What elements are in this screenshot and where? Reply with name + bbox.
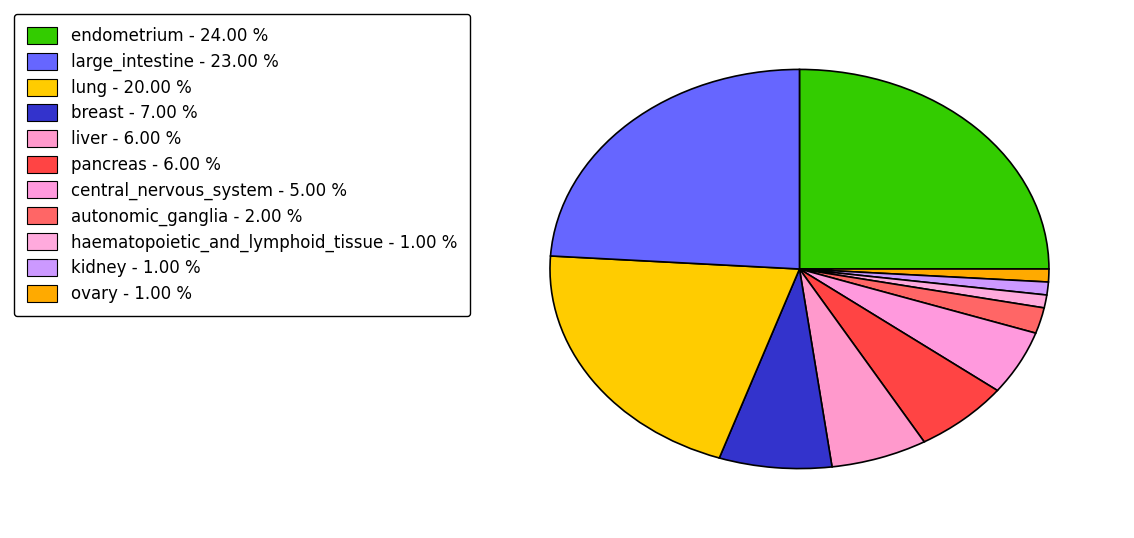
Legend: endometrium - 24.00 %, large_intestine - 23.00 %, lung - 20.00 %, breast - 7.00 : endometrium - 24.00 %, large_intestine -… [14, 13, 471, 316]
Wedge shape [799, 269, 1049, 295]
Wedge shape [799, 69, 1049, 269]
Wedge shape [550, 256, 799, 458]
Wedge shape [799, 269, 924, 467]
Wedge shape [719, 269, 832, 469]
Wedge shape [799, 269, 1044, 333]
Wedge shape [799, 269, 998, 442]
Wedge shape [799, 269, 1049, 282]
Wedge shape [799, 269, 1047, 308]
Wedge shape [550, 69, 799, 269]
Wedge shape [799, 269, 1035, 391]
